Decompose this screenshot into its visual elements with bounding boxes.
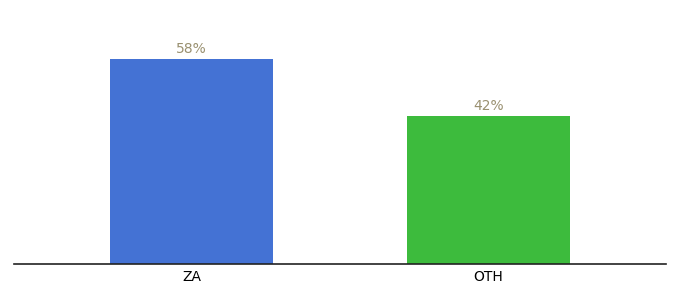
Text: 42%: 42% — [473, 99, 504, 113]
Bar — [110, 59, 273, 264]
Text: 58%: 58% — [176, 43, 207, 56]
Bar — [407, 116, 570, 264]
